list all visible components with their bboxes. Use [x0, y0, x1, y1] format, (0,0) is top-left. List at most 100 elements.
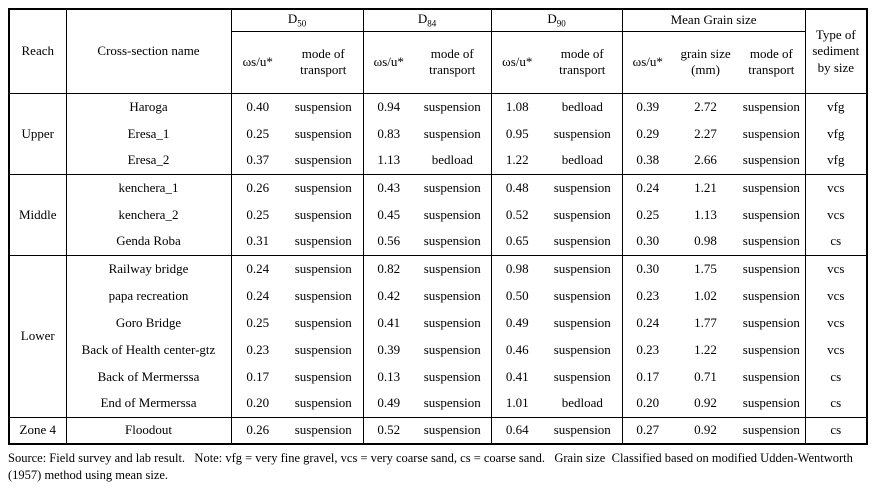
- d84-mode-cell: suspension: [414, 173, 492, 202]
- reach-group-middle: Middle kenchera_1 0.26 suspension 0.43 suspen…: [9, 173, 868, 256]
- d84-header: D84: [362, 9, 492, 32]
- mean-mode-cell: suspension: [738, 92, 806, 121]
- d50-mode-cell: suspension: [294, 206, 352, 222]
- d84-ws-u-header: ωs/u*: [362, 31, 415, 94]
- cross-section-cell: Goro Bridge: [65, 309, 231, 337]
- d90-label: D: [547, 11, 557, 26]
- table-row: End of Mermerssa 0.20 suspension 0.49 suspen…: [9, 390, 868, 418]
- grain-size-cell: 2.72: [673, 92, 739, 121]
- d84-ws-u-cell: 0.39: [362, 336, 415, 364]
- d90-mode-cell: suspension: [543, 173, 623, 202]
- d50-ws-u-cell: 0.31: [230, 228, 284, 256]
- reach-cell: Upper: [9, 92, 66, 175]
- table-row: Upper Haroga 0.40 suspension 0.94 suspension 1…: [9, 92, 868, 175]
- mean-mode-cell: suspension: [742, 206, 800, 222]
- d90-ws-u-cell: 0.46: [490, 336, 544, 364]
- grain-size-header: grain size (mm): [680, 46, 731, 78]
- d90-mode-cell: suspension: [553, 314, 611, 330]
- mean-mode-cell: suspension: [742, 395, 800, 411]
- mean-ws-u-cell: 0.20: [621, 390, 674, 418]
- d84-mode-cell: suspension: [423, 368, 481, 384]
- table-row: Goro Bridge 0.25 suspension 0.41 suspension 0…: [9, 309, 868, 337]
- d84-ws-u-cell: 0.82: [362, 254, 415, 283]
- d50-mode-header: mode of transport: [300, 46, 347, 78]
- sediment-type-cell: vfg: [804, 120, 868, 148]
- d84-ws-u-cell: 1.13: [362, 147, 415, 175]
- d50-ws-u-cell: 0.20: [230, 390, 284, 418]
- reach-header: Reach: [21, 43, 54, 59]
- sediment-type-cell: vcs: [804, 173, 868, 202]
- d50-mode-cell: suspension: [294, 287, 352, 303]
- d90-ws-u-cell: 0.65: [490, 228, 544, 256]
- cross-section-cell: Genda Roba: [65, 228, 231, 256]
- table-row: Genda Roba 0.31 suspension 0.56 suspension 0.…: [9, 228, 868, 256]
- d50-ws-u-cell: 0.26: [230, 173, 284, 202]
- cross-section-cell: Back of Health center-gtz: [65, 336, 231, 364]
- grain-size-cell: 1.77: [694, 314, 717, 330]
- sediment-type-header: Type of sediment by size: [804, 9, 868, 94]
- source-note: Source: Field survey and lab result. Not…: [8, 451, 857, 483]
- mean-ws-u-cell: 0.30: [621, 254, 674, 283]
- mean-mode-cell: suspension: [742, 368, 800, 384]
- d50-mode-cell: suspension: [284, 416, 364, 445]
- d90-mode-cell: bedload: [561, 395, 603, 411]
- grain-size-cell: 0.71: [694, 368, 717, 384]
- table-row: Back of Mermerssa 0.17 suspension 0.13 suspe…: [9, 363, 868, 391]
- d50-mode-cell: suspension: [294, 395, 352, 411]
- d50-mode-cell: suspension: [294, 233, 352, 249]
- mean-ws-u-cell: 0.23: [621, 336, 674, 364]
- d90-mode-cell: bedload: [561, 152, 603, 168]
- d84-ws-u-cell: 0.45: [362, 201, 415, 229]
- d90-mode-cell: suspension: [553, 233, 611, 249]
- grain-size-cell: 0.98: [694, 233, 717, 249]
- d84-mode-cell: suspension: [414, 92, 492, 121]
- mean-ws-u-header: ωs/u*: [621, 31, 674, 94]
- table-header: Reach Cross-section name D50 D84 D90 Mea…: [9, 9, 868, 94]
- d90-mode-cell: suspension: [543, 254, 623, 283]
- d50-header: D50: [230, 9, 364, 32]
- d84-mode-cell: suspension: [414, 254, 492, 283]
- header-row-subcolumns: ωs/u* mode of transport ωs/u* mode of tr…: [9, 31, 867, 94]
- d84-ws-u-cell: 0.49: [362, 390, 415, 418]
- cross-section-cell: Haroga: [65, 92, 231, 121]
- sediment-type-cell: vfg: [804, 92, 868, 121]
- d84-subscript: 84: [427, 18, 437, 29]
- mean-mode-cell: suspension: [742, 314, 800, 330]
- grain-size-cell: 0.92: [694, 395, 717, 411]
- d84-mode-cell: suspension: [423, 314, 481, 330]
- d50-mode-cell: suspension: [294, 341, 352, 357]
- mean-ws-u-cell: 0.39: [621, 92, 674, 121]
- d50-ws-u-cell: 0.23: [230, 336, 284, 364]
- d50-mode-cell: suspension: [294, 314, 352, 330]
- d84-mode-cell: bedload: [431, 152, 473, 168]
- grain-size-cell: 0.92: [673, 416, 739, 445]
- d90-mode-cell: bedload: [543, 92, 623, 121]
- sediment-type-cell: vcs: [804, 201, 868, 229]
- mean-ws-u-cell: 0.23: [621, 282, 674, 310]
- cross-section-cell: Back of Mermerssa: [65, 363, 231, 391]
- table-row: Lower Railway bridge 0.24 suspension 0.82 sus…: [9, 254, 868, 418]
- d90-ws-u-cell: 0.50: [490, 282, 544, 310]
- mean-ws-u-cell: 0.24: [621, 309, 674, 337]
- d84-mode-cell: suspension: [414, 416, 492, 445]
- cross-section-cell: Floodout: [65, 416, 231, 445]
- table-row: Middle kenchera_1 0.26 suspension 0.43 suspen…: [9, 173, 868, 256]
- sediment-type-cell: vcs: [804, 282, 868, 310]
- d90-ws-u-header: ωs/u*: [490, 31, 544, 94]
- sediment-type-cell: cs: [804, 363, 868, 391]
- d90-ws-u-cell: 0.48: [490, 173, 544, 202]
- d50-ws-u-cell: 0.40: [230, 92, 284, 121]
- d50-mode-cell: suspension: [294, 125, 352, 141]
- cross-section-cell: kenchera_2: [65, 201, 231, 229]
- mean-ws-u-cell: 0.38: [621, 147, 674, 175]
- d50-mode-cell: suspension: [294, 368, 352, 384]
- grain-size-cell: 2.27: [694, 125, 717, 141]
- mean-mode-cell: suspension: [738, 254, 806, 283]
- cross-section-cell: Eresa_2: [65, 147, 231, 175]
- grain-size-cell: 1.02: [694, 287, 717, 303]
- cross-section-cell: Eresa_1: [65, 120, 231, 148]
- reach-group-zone-4: Zone 4 Floodout 0.26 suspension 0.52 suspensi…: [9, 416, 868, 445]
- d90-ws-u-cell: 0.64: [490, 416, 544, 445]
- cross-section-cell: papa recreation: [65, 282, 231, 310]
